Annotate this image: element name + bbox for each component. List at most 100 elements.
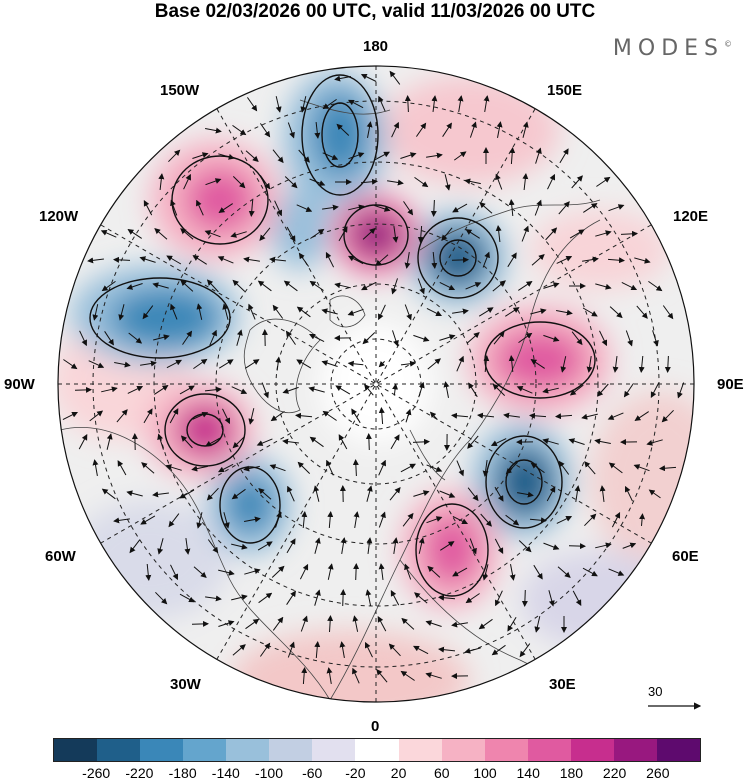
wind-vector (533, 564, 543, 580)
wind-vector (209, 329, 217, 346)
wind-vector (218, 359, 234, 369)
wind-vector (140, 515, 156, 525)
wind-vector (404, 304, 412, 321)
wind-vector (378, 304, 386, 321)
wind-vector (245, 359, 260, 369)
wind-vector (443, 381, 450, 398)
lon-label-90w: 90W (4, 376, 35, 393)
wind-vector (314, 641, 321, 659)
wind-vector (366, 537, 373, 554)
wind-vector (505, 307, 520, 317)
wind-vector (364, 384, 374, 396)
colorbar-swatch (54, 739, 98, 761)
wind-vector (545, 227, 558, 241)
wind-vector (468, 382, 478, 398)
wind-vector (652, 330, 659, 347)
wind-vector (452, 308, 469, 315)
wind-vector (286, 590, 296, 605)
wind-vector (366, 485, 373, 502)
wind-vector (648, 280, 663, 292)
map-title: Base 02/03/2026 00 UTC, valid 11/03/2026… (154, 1, 596, 22)
wind-vectors (62, 70, 685, 685)
lon-label-150e: 150E (547, 82, 583, 99)
wind-vector (556, 255, 573, 264)
wind-vector (465, 229, 480, 239)
wind-vector (352, 667, 360, 684)
wind-vector (543, 282, 560, 289)
wind-vector (569, 384, 584, 396)
wind-vector (646, 439, 663, 446)
wind-vector (546, 486, 556, 502)
wind-vector (677, 382, 685, 399)
wind-vector (79, 330, 87, 347)
wind-vector (193, 358, 208, 370)
wind-vector (413, 334, 430, 342)
wind-vector (230, 231, 247, 238)
wind-vector (492, 280, 506, 292)
wind-vector (259, 123, 271, 138)
wind-vector (392, 537, 399, 554)
wind-vector (259, 642, 271, 657)
wind-vector (509, 147, 516, 165)
wind-vector (314, 122, 321, 139)
wind-vector (648, 489, 661, 499)
wind-vector (287, 122, 295, 139)
wind-vector (169, 408, 179, 424)
wind-vector (180, 279, 194, 292)
wind-vector (269, 256, 286, 263)
wind-vector (192, 255, 207, 265)
wind-vector (392, 330, 399, 347)
wind-vector (143, 408, 153, 424)
colorbar-swatch (226, 739, 270, 761)
wind-vector (231, 386, 248, 394)
wind-vector (232, 279, 246, 292)
wind-vector (314, 589, 321, 606)
wind-vector (508, 199, 515, 217)
wind-vector (638, 355, 645, 373)
wind-vector (347, 360, 364, 367)
lon-label-150w: 150W (160, 82, 200, 99)
wind-vector (413, 645, 429, 655)
wind-vector (206, 487, 219, 501)
wind-vector (496, 121, 503, 138)
wind-vector (609, 306, 623, 319)
wind-vector (348, 152, 365, 160)
wind-vector (400, 670, 415, 681)
wind-vector (245, 150, 259, 162)
wind-vector (259, 175, 271, 190)
wind-vector (608, 568, 625, 576)
wind-vector (494, 538, 504, 554)
map-disc (58, 66, 694, 702)
wind-vector (634, 411, 649, 421)
colorbar-swatch (312, 739, 356, 761)
wind-vector (469, 121, 477, 138)
wind-vector (142, 305, 154, 320)
wind-vector (129, 539, 141, 554)
wind-vector (243, 465, 260, 472)
wind-vector (295, 412, 313, 419)
wind-vector (661, 409, 674, 423)
wind-vector (336, 123, 350, 136)
wind-vector (556, 309, 573, 316)
wind-vector (438, 594, 456, 601)
wind-vector (451, 621, 468, 628)
wind-vector (166, 255, 182, 265)
wind-vector (508, 355, 515, 373)
wind-vector (236, 329, 243, 346)
colorbar-swatch (484, 739, 528, 761)
wind-vector (218, 203, 233, 213)
wind-vector (327, 615, 334, 633)
wind-vector (378, 511, 386, 528)
wind-vector (454, 151, 467, 161)
wind-vector (218, 153, 235, 160)
wind-vector (375, 254, 389, 266)
wind-vector (479, 202, 493, 214)
wind-vector (517, 491, 534, 498)
wind-vector (365, 433, 372, 451)
wind-vector (378, 563, 385, 580)
wind-vector (620, 230, 638, 237)
wind-vector (378, 459, 386, 476)
wind-vector (378, 95, 386, 112)
colorbar-tick-label: 140 (516, 765, 540, 781)
